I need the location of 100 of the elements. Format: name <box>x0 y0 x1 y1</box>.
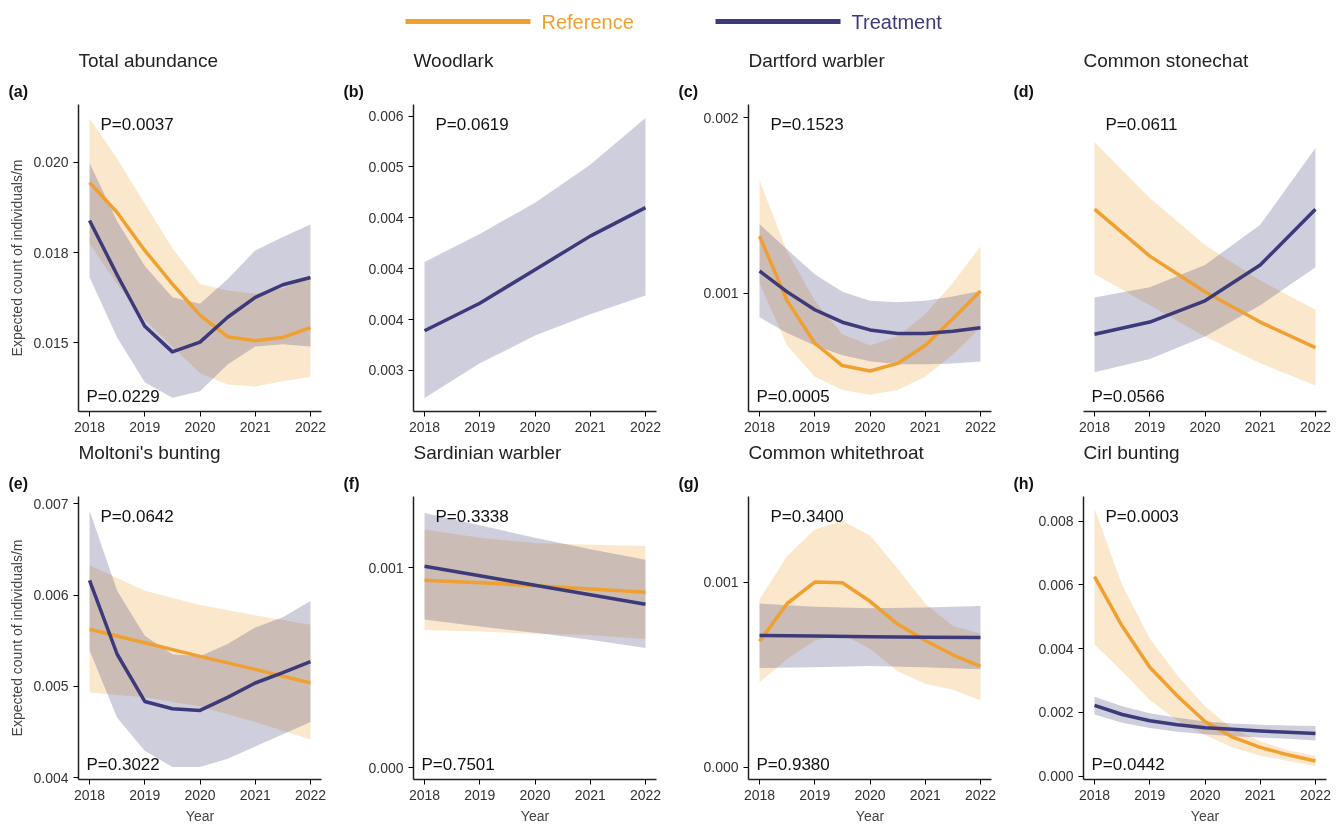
y-tick-label: 0.001 <box>703 285 739 302</box>
y-tick-label: 0.004 <box>368 260 404 277</box>
x-tick-label: 2018 <box>743 418 776 435</box>
x-tick-label: 2021 <box>1244 786 1277 803</box>
y-tick-label: 0.000 <box>368 759 404 776</box>
x-axis-title: Year <box>1190 807 1220 824</box>
annotation: P=0.0229 <box>86 386 160 406</box>
y-tick-label: 0.003 <box>368 362 404 379</box>
y-tick-label: 0.006 <box>1038 576 1074 593</box>
annotation: P=0.0642 <box>100 506 174 526</box>
x-tick-label: 2018 <box>1078 786 1111 803</box>
text: (b) <box>343 82 364 100</box>
x-tick-label: 2021 <box>574 418 607 435</box>
annotation: P=0.7501 <box>421 754 495 774</box>
x-tick-label: 2021 <box>239 786 272 803</box>
annotation: P=0.3338 <box>435 506 509 526</box>
x-tick-label: 2020 <box>854 786 886 803</box>
chart-title: Total abundance <box>78 49 218 71</box>
x-tick-label: 2021 <box>574 786 607 803</box>
chart-title: Moltoni's bunting <box>78 441 221 463</box>
y-tick-label: 0.000 <box>703 759 739 776</box>
annotation: P=0.1523 <box>770 114 844 134</box>
annotation: P=0.9380 <box>756 754 830 774</box>
x-tick-label: 2019 <box>1134 418 1166 435</box>
text: (h) <box>1013 474 1034 492</box>
y-tick-label: 0.004 <box>33 769 69 786</box>
y-tick-label: 0.015 <box>33 334 69 351</box>
x-tick-label: 2018 <box>73 418 106 435</box>
x-tick-label: 2020 <box>519 786 551 803</box>
y-tick-label: 0.001 <box>703 574 739 591</box>
x-tick-label: 2021 <box>1244 418 1277 435</box>
x-tick-label: 2020 <box>1189 786 1221 803</box>
chart-title: Dartford warbler <box>748 49 886 71</box>
chart-title: Cirl bunting <box>1083 441 1180 463</box>
text: (e) <box>8 474 29 492</box>
y-axis-title: Expected count of individuals/m <box>9 159 26 357</box>
x-tick-label: 2021 <box>909 418 942 435</box>
chart-title: Sardinian warbler <box>413 441 563 463</box>
y-tick-label: 0.004 <box>368 209 404 226</box>
x-tick-label: 2022 <box>964 786 997 803</box>
y-tick-label: 0.002 <box>703 109 739 126</box>
x-tick-label: 2019 <box>129 786 161 803</box>
x-tick-label: 2020 <box>184 418 216 435</box>
text: Reference <box>541 10 634 33</box>
chart-title: Common stonechat <box>1083 49 1249 71</box>
text: (c) <box>678 82 699 100</box>
x-axis-title: Year <box>185 807 215 824</box>
x-tick-label: 2020 <box>519 418 551 435</box>
y-tick-label: 0.005 <box>33 678 69 695</box>
x-tick-label: 2022 <box>1299 418 1332 435</box>
chart-title: Woodlark <box>413 49 494 71</box>
x-tick-label: 2021 <box>909 786 942 803</box>
annotation: P=0.3400 <box>770 506 844 526</box>
x-tick-label: 2018 <box>743 786 776 803</box>
x-tick-label: 2022 <box>294 786 327 803</box>
x-tick-label: 2018 <box>73 786 106 803</box>
x-tick-label: 2018 <box>1078 418 1111 435</box>
annotation: P=0.0442 <box>1091 754 1165 774</box>
text: (f) <box>343 474 360 492</box>
text: P=0.0611 <box>1105 114 1178 134</box>
y-tick-label: 0.020 <box>33 154 69 171</box>
x-tick-label: 2022 <box>1299 786 1332 803</box>
chart-title: Common whitethroat <box>748 441 925 463</box>
text: Treatment <box>851 10 943 33</box>
x-axis-title: Year <box>520 807 550 824</box>
y-tick-label: 0.008 <box>1038 513 1074 530</box>
y-tick-label: 0.001 <box>368 559 404 576</box>
x-tick-label: 2019 <box>799 418 831 435</box>
x-tick-label: 2022 <box>629 786 662 803</box>
y-tick-label: 0.007 <box>33 495 69 512</box>
text: (a) <box>8 82 29 100</box>
x-tick-label: 2022 <box>294 418 327 435</box>
y-tick-label: 0.006 <box>368 108 404 125</box>
y-tick-label: 0.018 <box>33 244 69 261</box>
annotation: P=0.3022 <box>86 754 160 774</box>
x-tick-label: 2020 <box>184 786 216 803</box>
y-tick-label: 0.000 <box>1038 768 1074 785</box>
y-tick-label: 0.002 <box>1038 704 1074 721</box>
annotation: P=0.0005 <box>756 386 830 406</box>
x-tick-label: 2021 <box>239 418 272 435</box>
x-tick-label: 2019 <box>464 418 496 435</box>
text: (g) <box>678 474 699 492</box>
x-tick-label: 2022 <box>964 418 997 435</box>
x-tick-label: 2018 <box>408 418 441 435</box>
x-tick-label: 2018 <box>408 786 441 803</box>
annotation: P=0.0566 <box>1091 386 1165 406</box>
annotation: P=0.0619 <box>435 114 509 134</box>
x-tick-label: 2020 <box>1189 418 1221 435</box>
text: (d) <box>1013 82 1034 100</box>
x-tick-label: 2019 <box>799 786 831 803</box>
annotation: P=0.0037 <box>100 114 174 134</box>
annotation: P=0.0003 <box>1105 506 1179 526</box>
y-tick-label: 0.006 <box>33 587 69 604</box>
x-tick-label: 2022 <box>629 418 662 435</box>
y-tick-label: 0.004 <box>368 311 404 328</box>
x-tick-label: 2019 <box>464 786 496 803</box>
x-axis-title: Year <box>855 807 885 824</box>
x-tick-label: 2020 <box>854 418 886 435</box>
x-tick-label: 2019 <box>129 418 161 435</box>
y-axis-title: Expected count of individuals/m <box>9 539 26 737</box>
